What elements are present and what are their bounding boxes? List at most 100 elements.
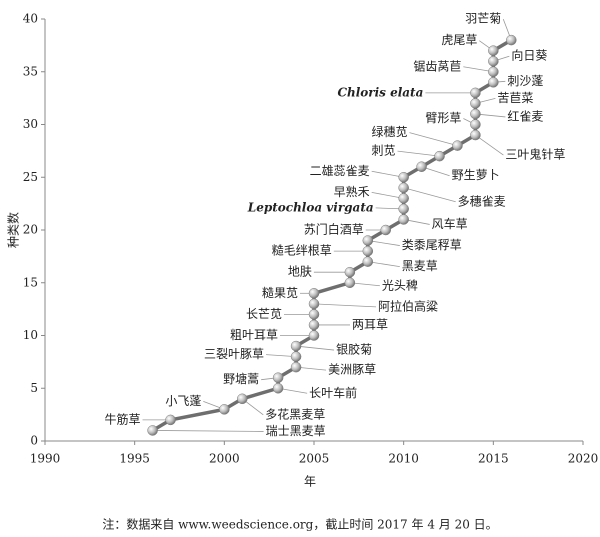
data-point bbox=[398, 172, 409, 183]
point-label: 瑞士黑麦草 bbox=[266, 424, 326, 438]
y-axis-title: 种类数 bbox=[6, 212, 21, 248]
point-label: 阿拉伯高粱 bbox=[378, 298, 438, 313]
leader-line bbox=[371, 191, 404, 199]
data-point bbox=[362, 245, 374, 257]
point-label: 小飞蓬 bbox=[165, 394, 201, 408]
point-label: 银胶菊 bbox=[336, 342, 372, 357]
point-label: 两耳草 bbox=[352, 317, 388, 331]
data-point bbox=[362, 235, 374, 246]
point-label: Chloris elata bbox=[337, 85, 423, 99]
x-axis-title: 年 bbox=[304, 475, 316, 489]
point-label: 类黍尾稃草 bbox=[402, 238, 462, 252]
point-label: 光头稗 bbox=[382, 277, 418, 292]
y-tick-label: 40 bbox=[23, 12, 38, 26]
leader-line bbox=[367, 240, 400, 246]
x-tick-label: 2020 bbox=[568, 452, 599, 466]
data-point bbox=[488, 77, 499, 88]
y-tick-label: 20 bbox=[23, 223, 38, 237]
y-tick-label: 10 bbox=[23, 328, 38, 342]
point-label: 黑麦草 bbox=[402, 259, 438, 273]
data-point bbox=[398, 182, 409, 194]
leader-line bbox=[152, 430, 264, 432]
data-point bbox=[488, 45, 499, 56]
data-point bbox=[147, 425, 158, 436]
data-point bbox=[344, 266, 356, 278]
point-label: 风车草 bbox=[432, 216, 468, 231]
leader-line bbox=[367, 261, 400, 268]
point-label: 绿穗苋 bbox=[371, 124, 407, 139]
y-tick-label: 25 bbox=[23, 170, 38, 184]
data-point bbox=[398, 203, 409, 215]
point-label: 美洲豚草 bbox=[328, 363, 376, 377]
data-point bbox=[272, 383, 284, 394]
point-label: 野生萝卜 bbox=[452, 168, 500, 182]
point-label: 锯齿莴苣 bbox=[413, 58, 461, 73]
point-label: 刺苋 bbox=[372, 144, 396, 158]
point-label: Leptochloa virgata bbox=[247, 200, 374, 214]
data-point bbox=[434, 150, 445, 162]
x-tick-label: 1995 bbox=[119, 452, 150, 466]
data-point bbox=[272, 372, 284, 383]
data-point bbox=[398, 214, 409, 225]
leader-line bbox=[296, 345, 335, 351]
data-point bbox=[452, 140, 463, 151]
data-point bbox=[219, 404, 230, 415]
point-label: 红雀麦 bbox=[507, 108, 543, 123]
x-tick-label: 2015 bbox=[478, 452, 509, 466]
y-tick-label: 15 bbox=[23, 275, 38, 289]
data-point bbox=[165, 414, 176, 426]
leader-line bbox=[313, 303, 377, 308]
point-label: 多花黑麦草 bbox=[265, 406, 325, 421]
point-label: 粗叶耳草 bbox=[230, 328, 278, 342]
leader-line bbox=[403, 187, 456, 203]
data-point bbox=[308, 288, 320, 299]
leader-line bbox=[475, 134, 504, 156]
point-label: 长芒苋 bbox=[246, 306, 282, 321]
point-label: 早熟禾 bbox=[334, 184, 370, 199]
data-point bbox=[470, 129, 481, 141]
point-label: 三叶鬼针草 bbox=[505, 147, 565, 162]
point-label: 向日葵 bbox=[511, 48, 547, 63]
data-point bbox=[380, 224, 391, 236]
leader-line bbox=[371, 170, 404, 178]
data-point bbox=[308, 298, 320, 310]
y-tick-label: 35 bbox=[23, 64, 38, 78]
data-point bbox=[506, 34, 517, 46]
point-label: 虎尾草 bbox=[441, 33, 477, 47]
y-tick-label: 5 bbox=[30, 381, 38, 395]
data-point bbox=[290, 351, 302, 362]
data-point bbox=[308, 319, 320, 331]
leader-line bbox=[397, 150, 440, 157]
x-tick-label: 2005 bbox=[299, 452, 330, 466]
data-point bbox=[344, 277, 356, 288]
y-tick-label: 0 bbox=[30, 434, 38, 448]
data-point bbox=[398, 193, 409, 204]
data-point bbox=[470, 119, 481, 130]
point-label: 糙毛绊根草 bbox=[272, 244, 332, 258]
data-point bbox=[488, 55, 499, 67]
data-point bbox=[488, 66, 499, 77]
data-point bbox=[308, 309, 320, 320]
point-label: 三裂叶豚草 bbox=[204, 347, 264, 361]
data-point bbox=[308, 330, 320, 341]
data-point bbox=[290, 340, 302, 352]
data-point bbox=[416, 161, 427, 172]
leader-line bbox=[409, 132, 458, 146]
data-point bbox=[470, 108, 481, 120]
point-label: 苦苣菜 bbox=[497, 91, 533, 105]
data-point bbox=[470, 87, 481, 99]
note: 注：数据来自 www.weedscience.org，截止时间 2017 年 4… bbox=[102, 517, 497, 532]
data-point bbox=[362, 256, 374, 267]
point-label: 多穗雀麦 bbox=[458, 194, 506, 208]
x-tick-label: 1990 bbox=[30, 452, 61, 466]
y-tick-label: 30 bbox=[23, 117, 38, 131]
point-label: 野塘蒿 bbox=[223, 371, 259, 386]
point-label: 牛筋草 bbox=[105, 411, 141, 426]
data-point bbox=[290, 361, 302, 373]
data-point bbox=[237, 393, 248, 405]
point-label: 刺沙蓬 bbox=[507, 74, 543, 88]
point-label: 臂形草 bbox=[425, 111, 461, 125]
point-label: 苏门白酒草 bbox=[304, 222, 364, 237]
point-label: 二雄蕊雀麦 bbox=[310, 163, 370, 178]
